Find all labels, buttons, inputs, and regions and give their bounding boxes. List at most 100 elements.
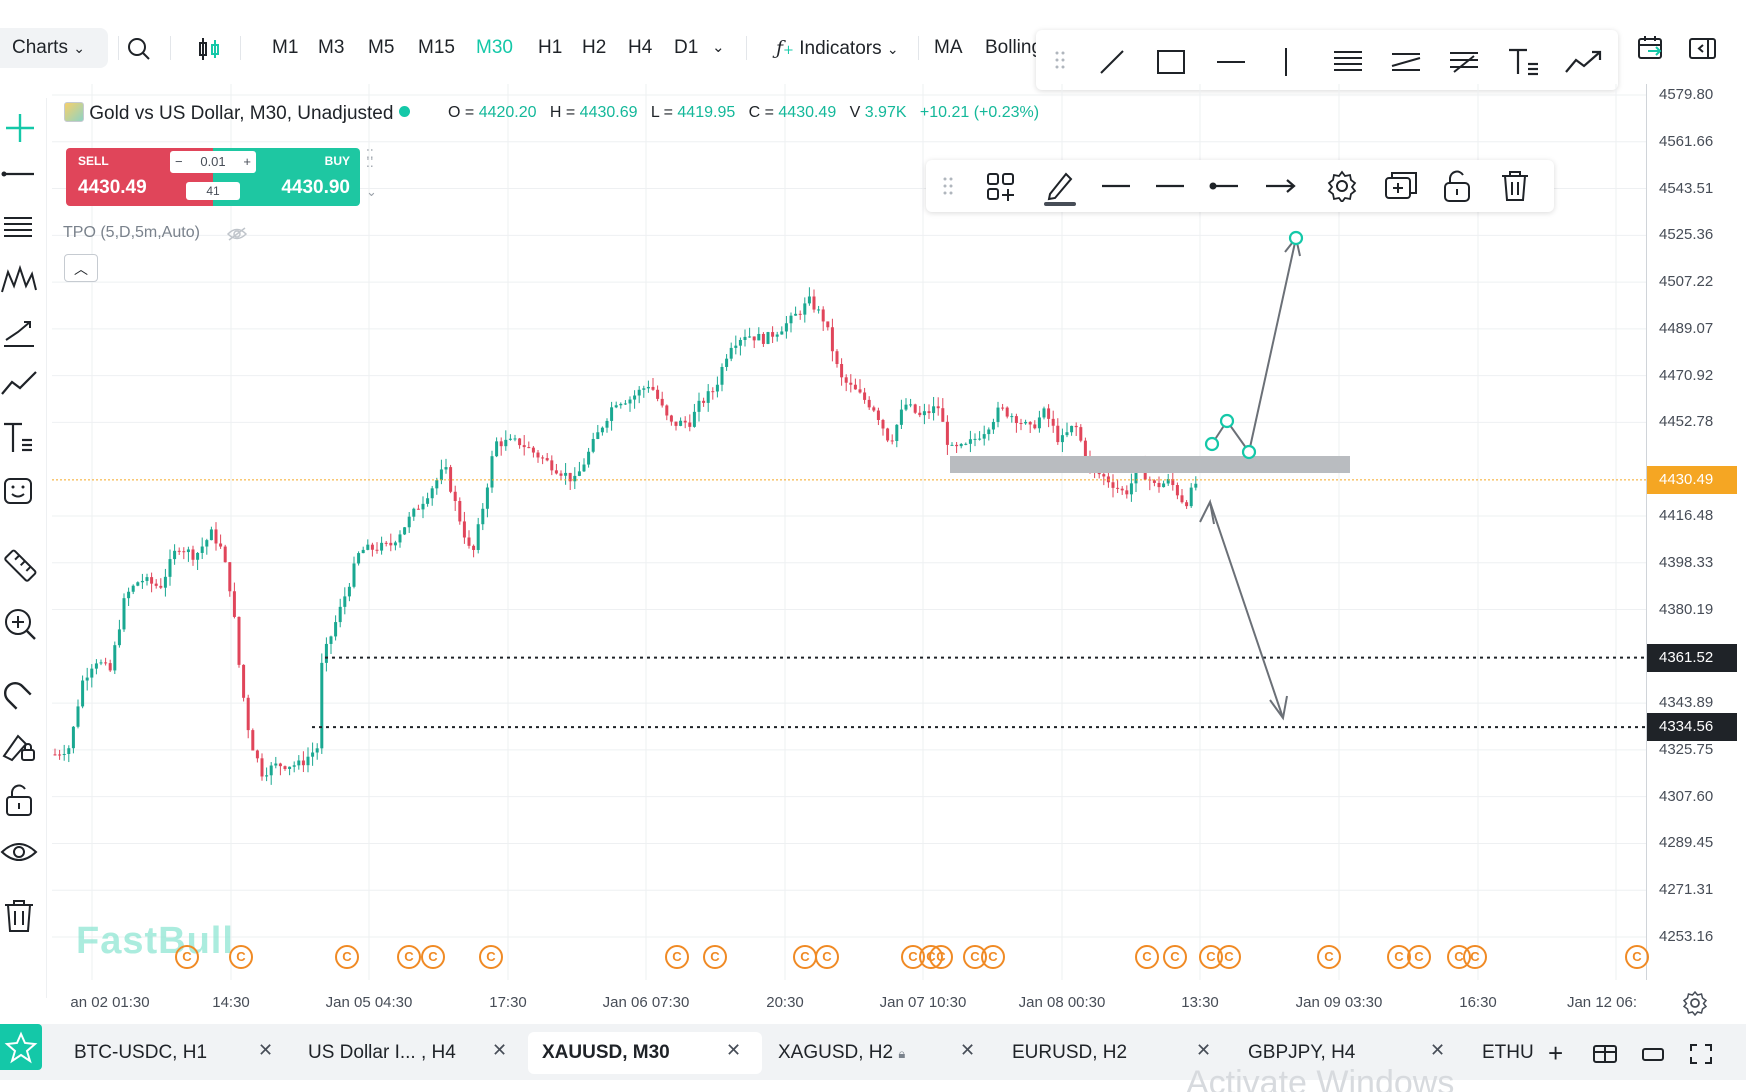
plus-icon[interactable]: + (243, 154, 251, 169)
crosshair-icon[interactable] (0, 108, 40, 148)
trend-line-icon[interactable] (1098, 48, 1126, 76)
trend-path-icon[interactable] (0, 364, 40, 404)
vertical-line-icon[interactable] (1276, 46, 1296, 78)
drawing-anchor-handle[interactable] (1204, 436, 1220, 452)
tab-gbpjpy[interactable]: GBPJPY, H4 (1248, 1042, 1356, 1063)
economic-event-icon[interactable]: C (1317, 945, 1341, 969)
unlock-icon[interactable] (1442, 168, 1472, 204)
close-icon[interactable]: ✕ (1430, 1040, 1446, 1060)
favorites-button[interactable] (0, 1024, 42, 1070)
tab-eurusd[interactable]: EURUSD, H2 (1012, 1042, 1128, 1063)
drawing-anchor-handle[interactable] (1241, 444, 1257, 460)
emoji-icon[interactable] (0, 472, 40, 512)
timeframe-h1[interactable]: H1 (538, 37, 563, 58)
settings-gear-icon[interactable] (1326, 170, 1358, 202)
fib-retracement-icon[interactable] (1448, 48, 1480, 76)
close-icon[interactable]: ✕ (726, 1040, 742, 1060)
line-thickness-icon[interactable] (1100, 176, 1132, 196)
economic-event-icon[interactable]: C (1135, 945, 1159, 969)
tab-us-dollar-index[interactable]: US Dollar I... , H4 (308, 1042, 456, 1063)
add-template-icon[interactable] (986, 172, 1018, 202)
collapse-indicators-button[interactable]: ︿ (64, 254, 98, 282)
ruler-icon[interactable] (0, 546, 40, 586)
ma-indicator-button[interactable]: MA (934, 37, 963, 58)
magnet-icon[interactable] (0, 674, 40, 714)
timeframe-m3[interactable]: M3 (318, 37, 345, 58)
charts-menu-button[interactable]: Charts ⌄ (0, 28, 108, 68)
drawing-anchor-handle[interactable] (1288, 230, 1304, 246)
tab-xauusd[interactable]: XAUUSD, M30 (528, 1032, 762, 1074)
horizontal-line-icon[interactable] (1216, 48, 1246, 76)
timeframe-d1[interactable]: D1 (674, 37, 699, 58)
chevron-down-icon[interactable]: ⌄ (366, 184, 377, 199)
lock-drawing-icon[interactable] (0, 726, 40, 766)
unlock-icon[interactable] (0, 780, 40, 820)
economic-event-icon[interactable]: C (229, 945, 253, 969)
lot-stepper[interactable]: − 0.01 + (170, 151, 256, 173)
single-layout-icon[interactable] (1640, 1043, 1666, 1065)
indicators-button[interactable]: ƒ+ Indicators ⌄ (776, 30, 899, 66)
price-chart[interactable] (52, 84, 1646, 980)
economic-event-icon[interactable]: C (815, 945, 839, 969)
bollinger-indicator-button[interactable]: Bolling (985, 37, 1043, 58)
split-layout-icon[interactable] (1592, 1043, 1618, 1065)
minus-icon[interactable]: − (175, 154, 183, 169)
tab-btc-usdc[interactable]: BTC-USDC, H1 (74, 1042, 208, 1063)
line-style-icon[interactable] (1154, 176, 1186, 196)
timeframe-h2[interactable]: H2 (582, 37, 607, 58)
economic-event-icon[interactable]: C (175, 945, 199, 969)
tab-xagusd[interactable]: XAGUSD, H2 🔒︎ (778, 1032, 905, 1074)
hidden-eye-icon[interactable] (226, 226, 248, 242)
economic-event-icon[interactable]: C (335, 945, 359, 969)
economic-event-icon[interactable]: C (1463, 945, 1487, 969)
pattern-tool-icon[interactable] (0, 260, 40, 300)
bullish-arrow-line[interactable] (1248, 237, 1297, 453)
close-icon[interactable]: ✕ (1196, 1040, 1212, 1060)
economic-event-icon[interactable]: C (793, 945, 817, 969)
timeframe-m1[interactable]: M1 (272, 37, 299, 58)
economic-event-icon[interactable]: C (1625, 945, 1649, 969)
drag-handle-icon[interactable]: ⁚⁚ ⁚⁚ (366, 147, 374, 170)
economic-event-icon[interactable]: C (479, 945, 503, 969)
economic-event-icon[interactable]: C (1163, 945, 1187, 969)
economic-event-icon[interactable]: C (981, 945, 1005, 969)
trend-path-icon[interactable] (1564, 48, 1604, 76)
trash-icon[interactable] (1500, 168, 1530, 204)
chart-settings-gear-icon[interactable] (1682, 990, 1708, 1016)
close-icon[interactable]: ✕ (258, 1040, 274, 1060)
economic-event-icon[interactable]: C (421, 945, 445, 969)
drag-handle-icon[interactable] (942, 176, 954, 196)
rectangle-icon[interactable] (1156, 48, 1186, 76)
parallel-channel-icon[interactable] (1332, 48, 1364, 76)
clone-icon[interactable] (1384, 170, 1418, 202)
user-drawings[interactable] (52, 230, 1646, 729)
trash-icon[interactable] (0, 896, 40, 936)
pencil-color-icon[interactable] (1044, 168, 1076, 208)
drawing-anchor-handle[interactable] (1219, 413, 1235, 429)
search-icon[interactable] (126, 36, 152, 62)
timeframe-m15[interactable]: M15 (418, 37, 455, 58)
timeframe-m5[interactable]: M5 (368, 37, 395, 58)
bearish-arrow-line[interactable] (1209, 501, 1284, 719)
candlestick-icon[interactable] (196, 36, 222, 62)
text-tool-icon[interactable] (1506, 46, 1540, 78)
timeframe-m30[interactable]: M30 (476, 37, 513, 58)
regression-channel-icon[interactable] (1390, 48, 1422, 76)
eye-icon[interactable] (0, 832, 40, 872)
close-icon[interactable]: ✕ (492, 1040, 508, 1060)
line-tool-icon[interactable] (0, 154, 40, 194)
calendar-icon[interactable] (1636, 34, 1666, 62)
line-end-arrow-icon[interactable] (1264, 176, 1296, 196)
price-axis[interactable]: 4579.80 4561.66 4543.51 4525.36 4507.22 4489.… (1646, 84, 1746, 980)
channel-tool-icon[interactable] (0, 208, 40, 248)
economic-event-icon[interactable]: C (1217, 945, 1241, 969)
drag-handle-icon[interactable] (1054, 50, 1066, 70)
chevron-down-icon[interactable]: ⌄ (712, 39, 725, 56)
close-icon[interactable]: ✕ (960, 1040, 976, 1060)
line-start-icon[interactable] (1208, 176, 1240, 196)
economic-event-icon[interactable]: C (929, 945, 953, 969)
economic-event-icon[interactable]: C (703, 945, 727, 969)
economic-event-icon[interactable]: C (1407, 945, 1431, 969)
tab-ethu[interactable]: ETHU (1482, 1042, 1534, 1063)
economic-event-icon[interactable]: C (397, 945, 421, 969)
